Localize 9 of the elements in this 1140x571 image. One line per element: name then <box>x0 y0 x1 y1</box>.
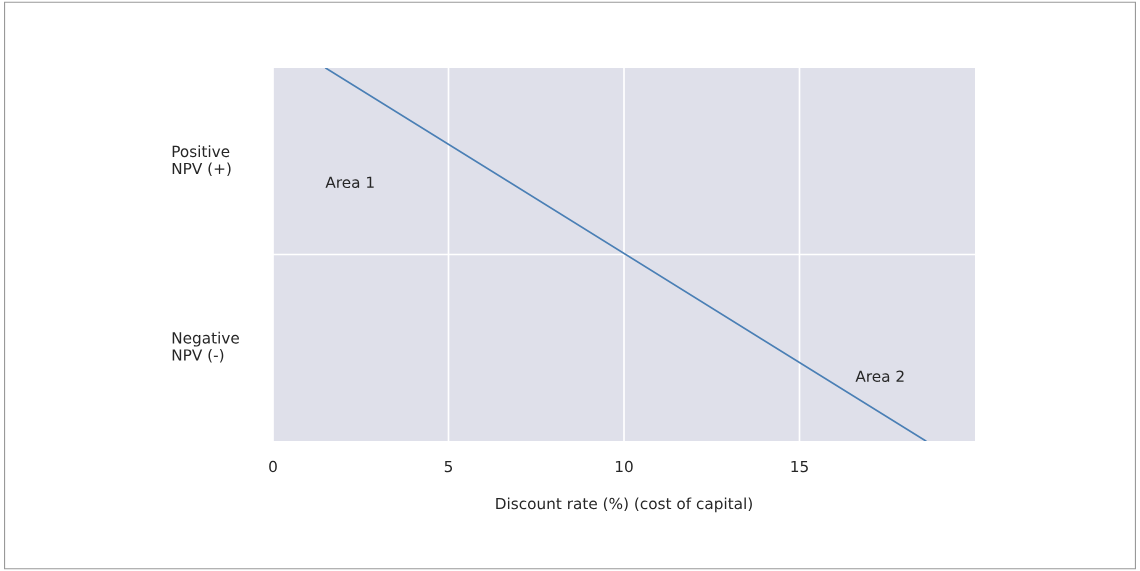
annotation: Area 1 <box>325 176 374 189</box>
x-tick-label: 5 <box>444 460 453 473</box>
x-axis-title: Discount rate (%) (cost of capital) <box>496 497 752 513</box>
text: Negative NPV (-) <box>172 331 239 363</box>
x-tick-label: 15 <box>791 460 808 473</box>
annotation: Area 2 <box>855 370 904 383</box>
x-tick-label: 10 <box>615 460 633 473</box>
text: Positive NPV (+) <box>172 145 231 177</box>
x-tick-label: 0 <box>269 460 277 473</box>
